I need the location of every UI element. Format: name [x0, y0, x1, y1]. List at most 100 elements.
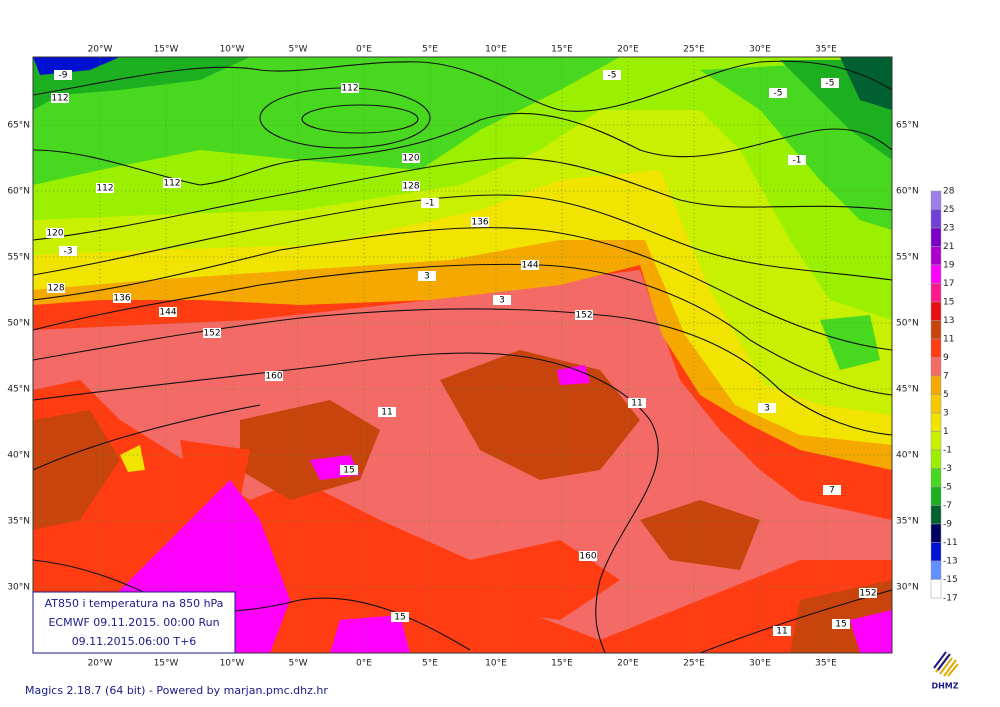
graticule — [33, 57, 892, 653]
contour-label: 144 — [159, 308, 176, 318]
colorbar-swatch — [930, 283, 942, 303]
temperature-label-bg — [421, 198, 439, 208]
contour-label-bg — [51, 93, 69, 103]
colorbar: 28 25 23 21 19 17 15 13 11 9 7 5 3 1 -1 -3 -5 -7 -9 -11 -13 -… — [930, 187, 958, 604]
colorbar-label: 19 — [943, 261, 955, 271]
geopotential-contours — [33, 60, 892, 653]
colorbar-swatch — [930, 431, 942, 451]
info-line: ECMWF 09.11.2015. 00:00 Run — [48, 616, 219, 629]
colorbar-label: -7 — [943, 501, 952, 511]
contour-label-bg — [575, 310, 593, 320]
logo-text: DHMZ — [931, 682, 958, 691]
temperature-label: 3 — [424, 272, 430, 282]
colorbar-label: 9 — [943, 353, 949, 363]
colorbar-swatch — [930, 375, 942, 395]
contour-label: 144 — [521, 261, 538, 271]
contour-label: 112 — [163, 179, 180, 189]
contour-label: 152 — [859, 589, 876, 599]
colorbar-label: 23 — [943, 224, 954, 234]
lon-label: 5°W — [288, 659, 307, 669]
colorbar-label: 5 — [943, 390, 949, 400]
colorbar-label: -9 — [943, 520, 952, 530]
colorbar-label: -15 — [943, 575, 958, 585]
contour-label-bg — [47, 283, 65, 293]
colorbar-label: 3 — [943, 409, 949, 419]
colorbar-swatch — [930, 320, 942, 340]
lon-label: 30°E — [749, 659, 771, 669]
lat-label: 40°N — [7, 451, 30, 461]
lon-label: 10°W — [220, 659, 245, 669]
info-box: AT850 i temperatura na 850 hPa ECMWF 09.… — [32, 591, 236, 654]
temperature-label-bg — [758, 403, 776, 413]
contour-label: 136 — [113, 294, 130, 304]
temperature-label-bg — [832, 619, 850, 629]
lat-label: 50°N — [7, 319, 30, 329]
lon-label: 5°E — [422, 659, 438, 669]
lat-label: 40°N — [896, 451, 919, 461]
lon-label: 20°E — [617, 45, 639, 55]
temperature-label: -1 — [793, 156, 802, 166]
colorbar-label: -5 — [943, 483, 952, 493]
colorbar-label: 7 — [943, 372, 949, 382]
temperature-label-bg — [773, 626, 791, 636]
info-line: 09.11.2015.06:00 T+6 — [72, 635, 197, 648]
lat-label: 60°N — [896, 187, 919, 197]
lon-label: 5°E — [422, 45, 438, 55]
contour-label-bg — [402, 181, 420, 191]
colorbar-label: 21 — [943, 242, 954, 252]
temperature-label: -1 — [426, 199, 435, 209]
temperature-label: -5 — [608, 71, 617, 81]
lon-label: 15°W — [154, 45, 179, 55]
lon-label: 0°E — [356, 45, 372, 55]
contour-label: 160 — [265, 372, 282, 382]
lon-label: 20°W — [88, 659, 113, 669]
logo-mark — [933, 651, 951, 671]
contour-label-bg — [579, 551, 597, 561]
lat-label: 65°N — [7, 121, 30, 131]
contour-label: 112 — [96, 184, 113, 194]
lat-label: 50°N — [896, 319, 919, 329]
contour-label-bg — [46, 228, 64, 238]
temperature-label: 11 — [381, 408, 392, 418]
contour-label: 120 — [46, 229, 63, 239]
lat-label: 55°N — [896, 253, 919, 263]
logo: DHMZ — [931, 651, 959, 691]
contour-label: 120 — [402, 154, 419, 164]
colorbar-label: -1 — [943, 446, 952, 456]
temperature-label-bg — [493, 295, 511, 305]
lon-label: 30°E — [749, 45, 771, 55]
lon-label: 35°E — [815, 45, 837, 55]
temperature-label: 3 — [499, 296, 505, 306]
contour-label: 136 — [471, 218, 488, 228]
lon-label: 5°W — [288, 45, 307, 55]
colorbar-swatch — [930, 357, 942, 377]
colorbar-label: 11 — [943, 335, 954, 345]
temperature-label: 3 — [764, 404, 770, 414]
lat-label: 55°N — [7, 253, 30, 263]
lon-label: 20°W — [88, 45, 113, 55]
lat-label: 45°N — [7, 385, 30, 395]
lon-label: 20°E — [617, 659, 639, 669]
temperature-label: 15 — [394, 613, 405, 623]
contour-label-bg — [402, 153, 420, 163]
colorbar-swatch — [930, 486, 942, 506]
contour-label-bg — [96, 183, 114, 193]
contour-label-bg — [203, 328, 221, 338]
map-labels: 112 112 112 112 120 120 128 128 136 136 144 144 152 1… — [46, 70, 877, 637]
colorbar-swatch — [930, 523, 942, 543]
lon-label: 35°E — [815, 659, 837, 669]
lat-label: 65°N — [896, 121, 919, 131]
colorbar-swatch — [930, 505, 942, 525]
contour-label-bg — [163, 178, 181, 188]
lat-label: 30°N — [896, 583, 919, 593]
contour-label-bg — [265, 371, 283, 381]
colorbar-swatch — [930, 560, 942, 580]
lon-label: 10°E — [485, 45, 507, 55]
colorbar-swatch — [930, 542, 942, 562]
temperature-label: -3 — [64, 247, 73, 257]
temperature-label: 11 — [631, 399, 642, 409]
footer: Magics 2.18.7 (64 bit) - Powered by marj… — [25, 684, 328, 697]
lon-label: 15°W — [154, 659, 179, 669]
temperature-label: 15 — [835, 620, 846, 630]
